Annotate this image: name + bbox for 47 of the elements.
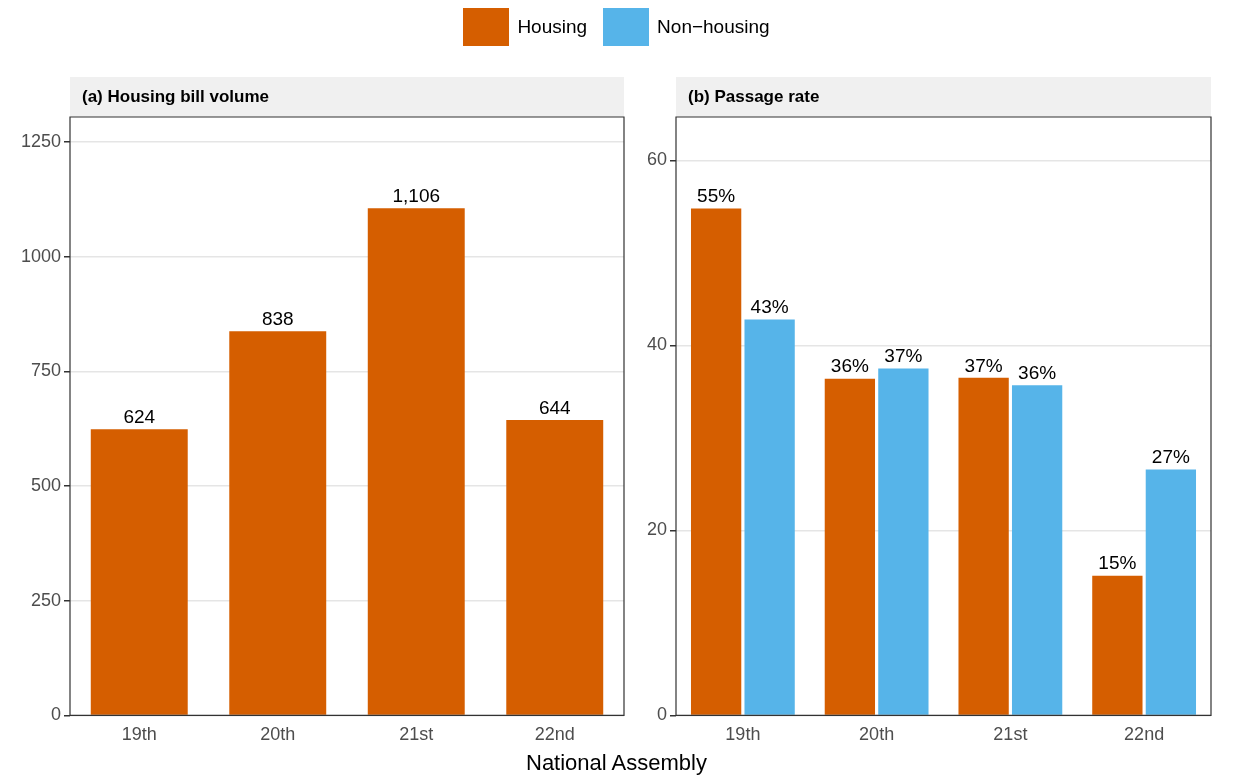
x-tick-label: 22nd bbox=[1124, 724, 1165, 745]
x-tick-label: 22nd bbox=[534, 724, 575, 745]
bar bbox=[824, 378, 876, 715]
y-tick-label: 20 bbox=[646, 519, 667, 540]
data-label: 43% bbox=[750, 296, 789, 318]
legend-label: Non−housing bbox=[657, 16, 770, 38]
y-tick-label: 250 bbox=[30, 589, 61, 610]
x-tick-label: 20th bbox=[260, 724, 296, 745]
y-tick-label: 500 bbox=[30, 475, 61, 496]
y-tick-label: 1000 bbox=[20, 245, 61, 266]
y-tick-label: 0 bbox=[656, 704, 667, 725]
x-axis-title: National Assembly bbox=[525, 750, 708, 776]
data-label: 624 bbox=[123, 406, 156, 427]
y-tick-label: 0 bbox=[50, 704, 61, 725]
data-label: 36% bbox=[1018, 361, 1057, 383]
data-label: 37% bbox=[964, 354, 1003, 376]
bar bbox=[229, 331, 327, 715]
bar bbox=[878, 368, 929, 715]
data-label: 37% bbox=[884, 345, 923, 367]
x-tick-label: 21st bbox=[993, 724, 1028, 745]
data-label: 1,106 bbox=[392, 184, 441, 206]
x-tick-label: 20th bbox=[859, 724, 895, 745]
bar bbox=[506, 420, 604, 715]
y-tick-label: 750 bbox=[30, 360, 61, 381]
bar bbox=[90, 429, 188, 715]
data-label: 838 bbox=[261, 307, 294, 329]
data-label: 644 bbox=[538, 396, 572, 418]
data-label: 55% bbox=[697, 185, 736, 207]
y-tick-label: 60 bbox=[646, 149, 667, 170]
x-tick-label: 19th bbox=[121, 724, 157, 745]
bar bbox=[1011, 385, 1063, 715]
y-tick-label: 40 bbox=[646, 334, 667, 355]
bar bbox=[367, 208, 465, 715]
chart-title: (b) Passage rate bbox=[676, 77, 1211, 117]
legend-label: Housing bbox=[517, 16, 588, 38]
x-tick-label: 21st bbox=[399, 724, 434, 745]
y-tick-label: 1250 bbox=[20, 131, 61, 152]
bar bbox=[690, 208, 742, 715]
bar bbox=[1145, 469, 1197, 715]
x-tick-label: 19th bbox=[725, 724, 761, 745]
bar bbox=[744, 319, 795, 715]
bar bbox=[958, 377, 1009, 715]
bar bbox=[1092, 575, 1143, 715]
data-label: 27% bbox=[1151, 446, 1190, 468]
chart-title: (a) Housing bill volume bbox=[70, 77, 624, 117]
data-label: 36% bbox=[830, 355, 869, 377]
data-label: 15% bbox=[1098, 552, 1137, 574]
